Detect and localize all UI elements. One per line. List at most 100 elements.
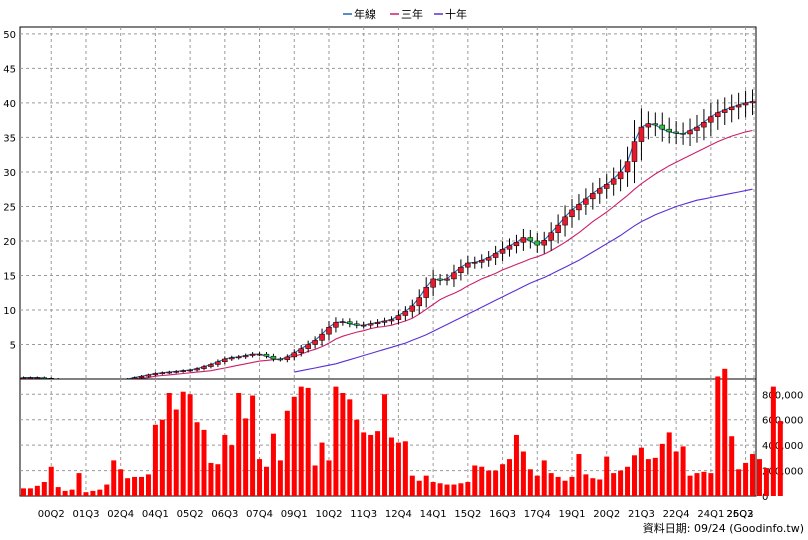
candle-body — [728, 106, 735, 111]
volume-bar — [152, 424, 158, 496]
x-tick-label: 07Q4 — [246, 509, 273, 520]
candle-body — [472, 262, 478, 264]
volume-bar — [382, 394, 388, 496]
volume-bar — [729, 436, 735, 496]
volume-bar — [465, 482, 471, 496]
candle-body — [624, 161, 631, 173]
candle-body — [708, 116, 714, 123]
candle-body — [354, 323, 360, 326]
volume-bar — [62, 490, 68, 496]
volume-plot-area — [19, 378, 757, 497]
candle-body — [242, 355, 249, 358]
candle-body — [319, 333, 325, 341]
volume-bar — [347, 399, 353, 496]
candle-body — [458, 266, 464, 273]
x-tick-label: 15Q2 — [454, 509, 481, 520]
candle-body — [326, 326, 332, 335]
candle-body — [159, 372, 166, 375]
x-tick-label: 06Q3 — [211, 509, 238, 520]
volume-bar — [576, 454, 582, 496]
volume-bar — [520, 451, 526, 496]
volume-bar — [257, 459, 263, 496]
volume-bar — [326, 460, 332, 496]
volume-bar — [76, 473, 82, 496]
volume-bar — [361, 432, 367, 496]
candle-body — [659, 124, 666, 130]
volume-bar — [236, 392, 242, 496]
x-tick-label: 10Q2 — [315, 509, 342, 520]
x-tick-label: 19Q1 — [559, 509, 586, 520]
volume-bar — [187, 394, 193, 496]
volume-bar — [430, 482, 436, 496]
candle-body — [499, 248, 506, 254]
volume-bars — [20, 368, 783, 496]
x-tick-label: 16Q3 — [489, 509, 516, 520]
volume-bar — [159, 419, 165, 496]
price-tick-label: 20 — [3, 237, 16, 248]
volume-bar — [472, 465, 478, 496]
x-tick-label: 26Q3 — [727, 509, 754, 520]
price-tick-label: 35 — [3, 133, 16, 144]
candle-body — [291, 352, 298, 358]
candle-body — [638, 126, 645, 142]
volume-bar — [354, 419, 360, 496]
volume-tick-label: 0 — [762, 492, 768, 503]
candle-body — [138, 375, 145, 378]
candle-body — [513, 242, 520, 247]
x-tick-label: 01Q3 — [72, 509, 99, 520]
volume-bar — [194, 422, 200, 496]
price-tick-label: 25 — [3, 202, 16, 213]
volume-bar — [534, 475, 540, 496]
volume-bar — [694, 473, 700, 496]
volume-bar — [416, 480, 422, 496]
volume-bar — [41, 482, 47, 496]
volume-tick-label: 800,000 — [762, 390, 803, 401]
volume-bar — [750, 454, 756, 496]
price-tick-label: 45 — [3, 64, 16, 75]
x-tick-label: 20Q2 — [593, 509, 620, 520]
volume-bar — [555, 476, 561, 496]
candle-body — [610, 178, 617, 185]
candle-body — [395, 315, 402, 320]
ma-10yr-line — [294, 188, 753, 373]
volume-bar — [368, 434, 374, 496]
volume-bar — [48, 466, 54, 496]
volume-bar — [263, 466, 269, 496]
volume-bar — [312, 465, 318, 496]
candle-body — [534, 240, 541, 246]
candle-body — [597, 188, 603, 194]
volume-bar — [423, 475, 429, 496]
candle-body — [506, 245, 513, 250]
volume-bar — [201, 429, 207, 496]
x-axis-ticks: 00Q2 01Q3 02Q4 04Q1 05Q2 06Q3 07Q4 09Q1 10Q2 11Q3… — [38, 509, 754, 520]
volume-bar — [631, 455, 637, 496]
volume-bar — [659, 443, 665, 496]
volume-bar — [340, 392, 346, 496]
candle-body — [34, 377, 41, 379]
candle-body — [603, 184, 610, 189]
candle-body — [312, 340, 318, 345]
candle-body — [263, 353, 270, 357]
volume-bar — [243, 418, 249, 496]
price-tick-label: 40 — [3, 99, 16, 110]
volume-bar — [486, 470, 492, 496]
candle-body — [381, 320, 388, 323]
candle-body — [548, 232, 554, 241]
volume-bar — [222, 434, 228, 496]
candle-body — [742, 102, 749, 106]
legend-label: 三年 — [401, 7, 423, 21]
candle-body — [590, 193, 596, 200]
candle-body — [152, 373, 159, 376]
candle-body — [374, 322, 381, 325]
price-axis-ticks: 5 10 15 20 25 30 35 40 45 50 — [3, 30, 16, 352]
volume-bar — [97, 489, 103, 496]
candle-body — [749, 101, 756, 104]
ma-year-line — [23, 100, 753, 383]
volume-bar — [590, 478, 596, 496]
volume-bar — [284, 410, 290, 496]
volume-bar — [291, 396, 297, 496]
volume-bar — [479, 466, 485, 496]
volume-bar — [215, 464, 221, 496]
x-tick-label: 24Q1 — [697, 509, 724, 520]
volume-bar — [145, 474, 151, 496]
